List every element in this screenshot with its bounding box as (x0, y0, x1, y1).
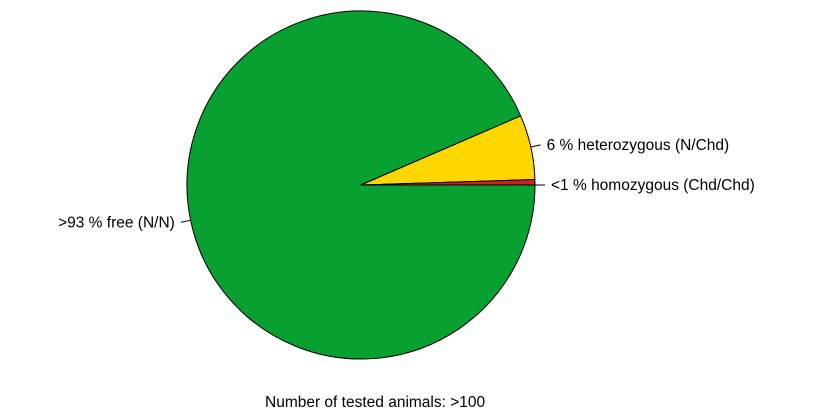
leader-line-1 (530, 144, 541, 148)
pie-slices (186, 10, 536, 360)
slice-label-0: >93 % free (N/N) (58, 214, 175, 231)
tested-animals-footnote: Number of tested animals: >100 (265, 394, 486, 411)
slice-labels: >93 % free (N/N) 6 % heterozygous (N/Chd)… (58, 137, 755, 231)
slice-label-1: 6 % heterozygous (N/Chd) (547, 137, 730, 154)
leader-line-0 (180, 219, 191, 223)
slice-label-2: <1 % homozygous (Chd/Chd) (551, 177, 755, 194)
